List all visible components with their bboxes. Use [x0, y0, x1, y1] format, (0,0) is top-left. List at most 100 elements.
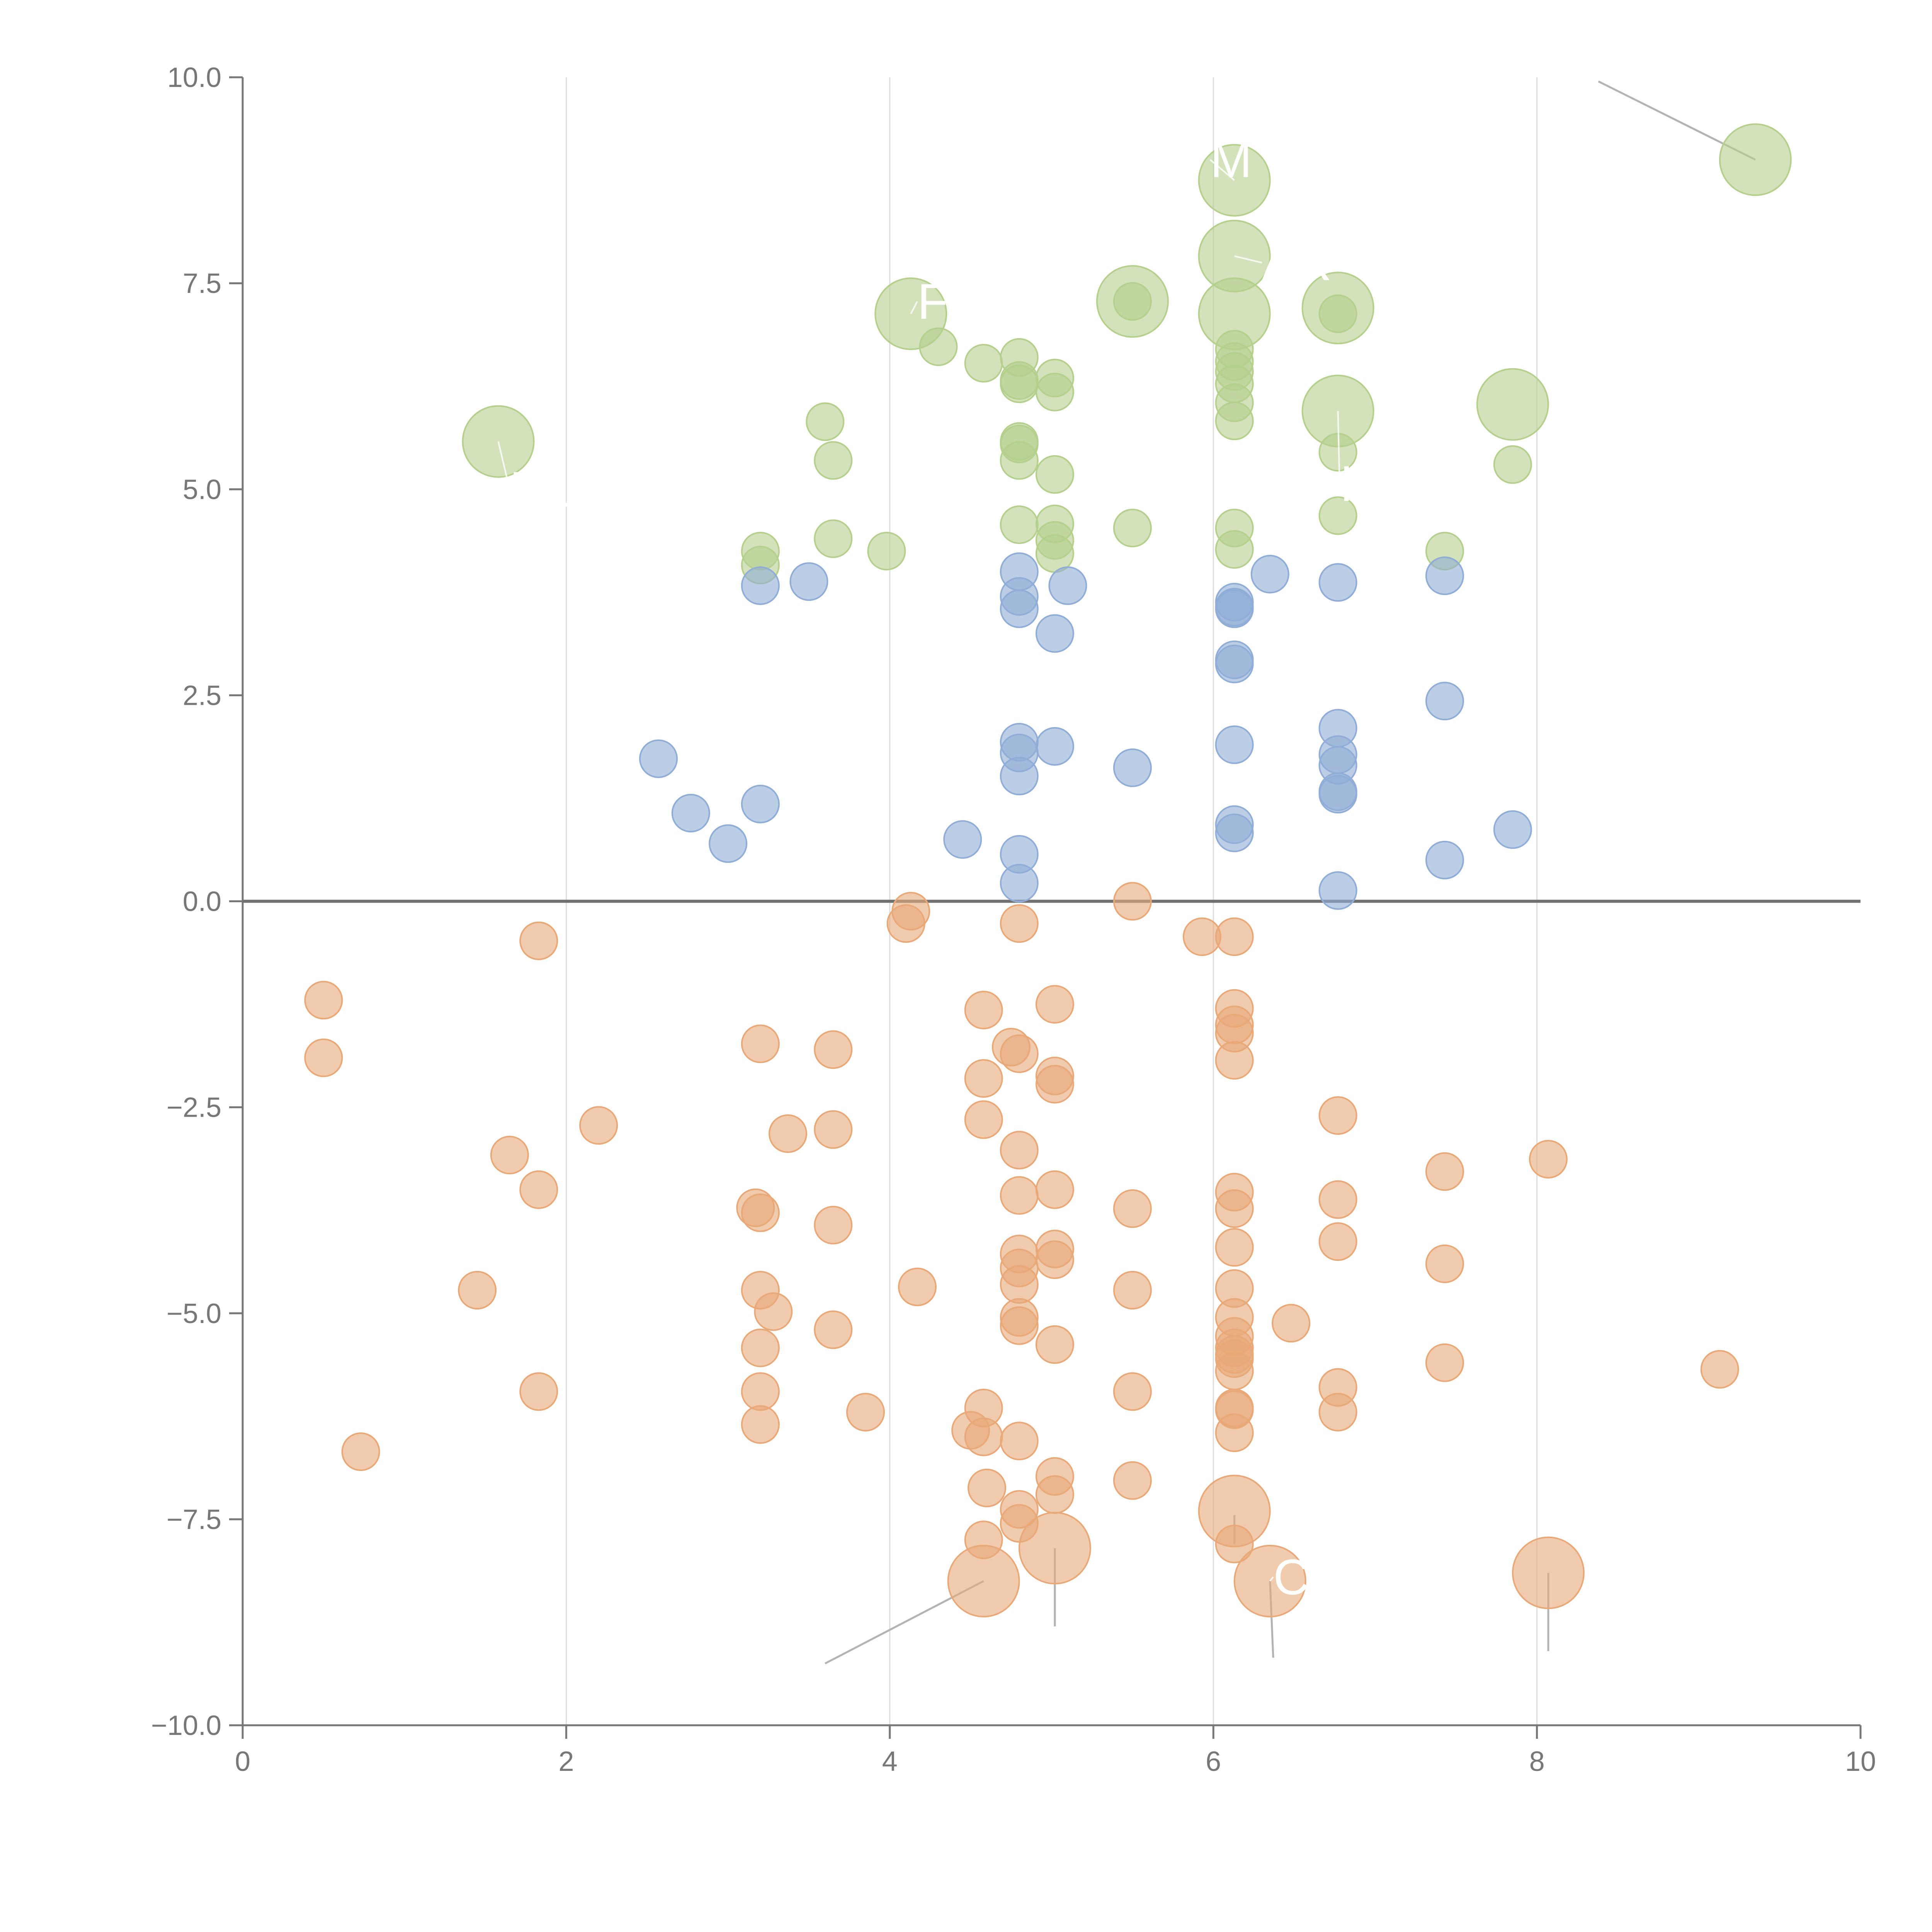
data-point-blue: [789, 562, 828, 601]
data-point-blue: [741, 784, 780, 823]
point-label-connector: [1337, 411, 1340, 484]
point-label-connector: [497, 441, 510, 490]
data-point-orange: [1215, 1041, 1254, 1080]
data-point-orange: [490, 1136, 529, 1175]
data-point-orange: [458, 1271, 497, 1310]
data-point-orange: [519, 1372, 558, 1411]
data-point-orange: [1529, 1139, 1568, 1179]
data-point-blue: [1000, 757, 1039, 796]
x-tick-label: 10: [1845, 1746, 1876, 1777]
data-point-orange: [1113, 1372, 1152, 1411]
data-point-orange: [1182, 917, 1221, 956]
data-point-green-large: [1301, 272, 1374, 345]
data-point-blue: [1215, 813, 1254, 852]
data-point-blue: [1425, 556, 1464, 595]
y-tick-label: 10.0: [167, 62, 221, 93]
data-point-orange: [1000, 1265, 1039, 1304]
data-point-orange: [964, 1059, 1003, 1098]
data-point-blue: [671, 794, 710, 833]
data-point-orange: [1425, 1244, 1464, 1283]
data-point-orange: [1215, 1413, 1254, 1452]
data-point-blue: [1000, 864, 1039, 903]
data-point-orange: [304, 981, 343, 1020]
point-label: F: [917, 273, 948, 330]
point-label: M: [1210, 131, 1252, 188]
data-point-blue: [1318, 871, 1357, 910]
x-tick-label: 6: [1206, 1746, 1221, 1777]
data-point-green: [1035, 372, 1074, 412]
data-point-orange: [968, 1468, 1007, 1507]
data-point-green: [1215, 530, 1254, 569]
data-point-green-large: [1198, 277, 1271, 350]
data-point-orange-large: [1018, 1512, 1091, 1585]
data-point-orange: [304, 1038, 343, 1077]
point-label: AR: [1262, 235, 1332, 291]
data-point-orange: [1215, 1352, 1254, 1391]
data-point-orange: [814, 1206, 853, 1245]
y-tick-label: −7.5: [167, 1504, 221, 1535]
data-point-orange: [1215, 917, 1254, 956]
data-point-orange: [814, 1110, 853, 1149]
data-point-orange: [579, 1106, 618, 1145]
data-point-orange: [1113, 882, 1152, 921]
data-point-orange: [814, 1310, 853, 1349]
y-tick-label: 5.0: [183, 474, 221, 505]
data-point-orange: [964, 1417, 1003, 1456]
data-point-orange: [1318, 1096, 1357, 1135]
point-label-connector: [1209, 159, 1235, 181]
data-point-green-large: [1719, 123, 1792, 196]
data-point-orange: [1000, 1034, 1039, 1073]
data-point-orange: [519, 1170, 558, 1209]
data-points: [304, 123, 1792, 1617]
data-point-orange-large: [1512, 1536, 1585, 1609]
x-tick-label: 4: [882, 1746, 898, 1777]
data-point-green: [806, 402, 845, 441]
data-point-orange: [1425, 1343, 1464, 1382]
data-point-orange: [1113, 1189, 1152, 1228]
data-point-orange: [1000, 1422, 1039, 1461]
point-label-connector: [1269, 1576, 1274, 1582]
data-point-orange: [1215, 1228, 1254, 1267]
data-point-orange: [1000, 1306, 1039, 1345]
data-point-blue: [1113, 748, 1152, 787]
data-point-green: [1318, 496, 1357, 535]
data-point-green: [1000, 364, 1039, 403]
data-point-orange: [741, 1024, 780, 1063]
data-point-green: [1215, 401, 1254, 440]
y-tick-label: −2.5: [167, 1092, 221, 1123]
point-labels: MAR F RL I CE: [497, 131, 1354, 1605]
data-point-orange: [741, 1372, 780, 1411]
data-point-green-large: [1096, 265, 1169, 338]
data-point-green-large: [1476, 368, 1549, 441]
data-point-orange: [1318, 1180, 1357, 1219]
data-point-orange: [741, 1193, 780, 1232]
data-point-orange: [1035, 1475, 1074, 1514]
data-point-blue: [1425, 840, 1464, 879]
data-point-green: [867, 532, 906, 571]
data-point-orange: [1318, 1393, 1357, 1432]
data-point-green: [1000, 441, 1039, 480]
data-point-orange: [1000, 1176, 1039, 1215]
data-point-orange: [1272, 1304, 1311, 1343]
data-point-orange: [814, 1030, 853, 1069]
point-label: CE: [1273, 1549, 1343, 1605]
data-point-orange: [741, 1328, 780, 1367]
data-point-green: [1000, 505, 1039, 544]
x-tick-label: 0: [235, 1746, 250, 1777]
data-point-orange: [1035, 1240, 1074, 1279]
data-point-orange: [898, 1267, 937, 1306]
data-point-orange: [1425, 1152, 1464, 1191]
data-point-orange: [1113, 1271, 1152, 1310]
point-label-connector: [1234, 255, 1262, 264]
data-point-orange: [1318, 1222, 1357, 1261]
y-tick-label: −10.0: [151, 1710, 221, 1741]
data-point-orange: [1215, 1189, 1254, 1228]
x-tick-label: 8: [1529, 1746, 1545, 1777]
data-point-blue: [1250, 554, 1289, 594]
data-point-blue: [1035, 614, 1074, 653]
x-tick-label: 2: [558, 1746, 574, 1777]
data-point-blue: [1215, 589, 1254, 628]
data-point-orange: [964, 1100, 1003, 1139]
data-point-orange: [754, 1292, 793, 1331]
data-point-blue: [1048, 566, 1087, 605]
